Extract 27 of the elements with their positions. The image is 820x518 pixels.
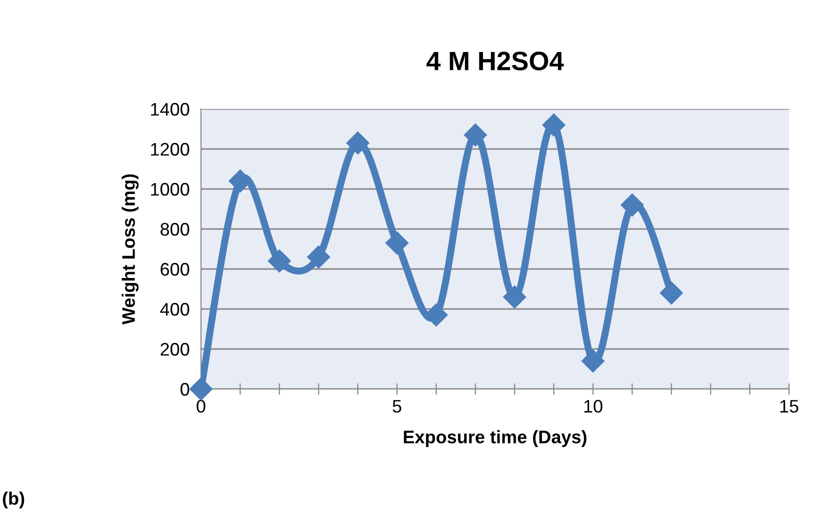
point	[503, 286, 526, 308]
point	[307, 246, 330, 268]
y-tick-label: 0	[180, 382, 190, 396]
y-tick-label: 400	[160, 302, 190, 316]
point	[346, 132, 370, 154]
point	[620, 194, 644, 216]
point	[386, 232, 408, 254]
y-axis-title: Weight Loss (mg)	[122, 174, 139, 325]
x-axis-title: Exposure time (Days)	[404, 430, 586, 447]
point	[660, 282, 683, 304]
y-tick-label: 200	[160, 342, 190, 356]
y-tick-label: 1400	[151, 102, 190, 116]
x-tick-label: 15	[780, 400, 798, 413]
y-tick-label: 1200	[151, 142, 190, 156]
point	[542, 114, 566, 136]
point	[190, 378, 212, 400]
x-tick-label: 0	[196, 400, 206, 413]
text: (b)	[2, 492, 24, 508]
point	[268, 250, 291, 272]
chart-title: 4 M H2SO4	[426, 52, 564, 70]
point	[582, 350, 604, 372]
y-tick-label: 600	[160, 262, 190, 276]
y-tick-label: 800	[160, 222, 190, 236]
x-tick-label: 10	[584, 400, 602, 413]
x-tick-label: 5	[392, 400, 402, 413]
point	[464, 124, 487, 146]
y-tick-label: 1000	[151, 182, 190, 196]
